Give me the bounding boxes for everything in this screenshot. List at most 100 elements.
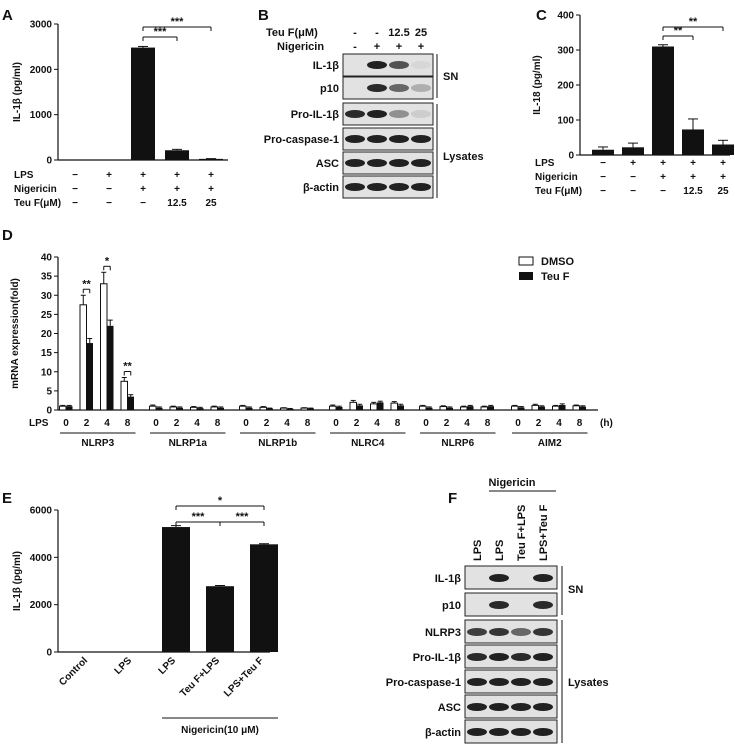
panel-c-condition-mark: + xyxy=(660,158,666,169)
panel-c-bar xyxy=(682,129,704,155)
panel-c-bar xyxy=(712,144,734,155)
panel-c-condition-mark: − xyxy=(630,186,636,197)
panel-a-bar xyxy=(165,150,189,160)
blot-b-row-label: β-actin xyxy=(303,182,339,194)
blot-f-nigericin-header: Nigericin xyxy=(488,477,535,489)
panel-d-bar-teuf xyxy=(107,325,114,410)
blot-f-band xyxy=(489,728,509,736)
panel-d-y-tick-label: 30 xyxy=(41,291,53,302)
blot-b-teu-mark: 12.5 xyxy=(388,27,409,39)
blot-b-nigericin-mark: + xyxy=(418,41,424,53)
panel-a-y-tick-label: 3000 xyxy=(30,20,53,31)
panel-c-condition-label: Nigericin xyxy=(535,172,578,183)
panel-d-group-label: NLRC4 xyxy=(351,438,385,449)
panel-label-e: E xyxy=(2,490,12,507)
panel-d-bar-teuf xyxy=(217,407,224,410)
panel-d-group-label: NLRP1b xyxy=(258,438,297,449)
panel-d-bar-dmso xyxy=(259,406,267,411)
panel-d-group-label: NLRP3 xyxy=(81,438,114,449)
blot-f-band xyxy=(467,653,487,661)
panel-e-y-tick-label: 6000 xyxy=(30,506,53,517)
blot-b-strip xyxy=(342,127,434,151)
panel-c-condition-mark: + xyxy=(660,172,666,183)
blot-f-band xyxy=(467,628,487,636)
blot-f-band xyxy=(511,728,531,736)
panel-d-bar-dmso xyxy=(120,380,128,411)
panel-d-bar-dmso xyxy=(511,405,519,411)
panel-c-bar xyxy=(622,147,644,155)
panel-d-timepoint-label: 8 xyxy=(125,418,131,429)
blot-b-band xyxy=(411,61,431,69)
panel-a-condition-mark: + xyxy=(174,170,180,181)
panel-c-sig-label: ** xyxy=(689,16,698,28)
blot-b-band xyxy=(389,159,409,167)
panel-e-category-label: Control xyxy=(57,655,90,688)
panel-d-timepoint-label: 2 xyxy=(444,418,450,429)
blot-f-lane-label: Teu F+LPS xyxy=(516,505,528,561)
panel-d-y-tick-label: 5 xyxy=(46,386,52,397)
panel-d-bar-dmso xyxy=(300,407,308,411)
panel-d-legend-swatch-dmso xyxy=(518,256,534,266)
blot-f-band xyxy=(489,678,509,686)
panel-d-bar-teuf xyxy=(377,402,384,410)
panel-c-condition-mark: − xyxy=(630,172,636,183)
panel-d-timepoint-label: 8 xyxy=(305,418,311,429)
panel-d-timepoint-label: 2 xyxy=(264,418,270,429)
panel-d-bar-dmso xyxy=(100,283,108,411)
blot-f-row-label: ASC xyxy=(438,702,461,714)
panel-d-x-prefix: LPS xyxy=(29,418,49,429)
blot-b-band xyxy=(367,61,387,69)
panel-c-condition-mark: − xyxy=(660,186,666,197)
panel-e-category-label: Teu F+LPS xyxy=(178,655,222,699)
panel-d-bar-teuf xyxy=(127,396,134,410)
blot-f-band xyxy=(533,574,553,582)
panel-c-condition-mark: − xyxy=(600,172,606,183)
panel-e-bar xyxy=(206,586,234,652)
panel-c-condition-mark: + xyxy=(720,158,726,169)
panel-a-condition-mark: − xyxy=(72,184,78,195)
blot-f-row-label: Pro-IL-1β xyxy=(413,652,462,664)
panel-d-timepoint-label: 4 xyxy=(104,418,110,429)
blot-b-nigericin-mark: + xyxy=(374,41,380,53)
panel-d-bar-dmso xyxy=(572,405,580,411)
blot-f-row-label: p10 xyxy=(442,600,461,612)
panel-d-bar-dmso xyxy=(169,406,177,411)
panel-d-y-tick-label: 20 xyxy=(41,329,53,340)
panel-d-timepoint-label: 4 xyxy=(556,418,562,429)
blot-f-strip xyxy=(464,719,558,744)
panel-d-bar-teuf xyxy=(467,406,474,410)
blot-b-teu-mark: - xyxy=(353,27,357,39)
panel-d-bar-teuf xyxy=(397,405,404,410)
blot-f-band xyxy=(489,574,509,582)
panel-d-sig-label: ** xyxy=(123,360,132,372)
blot-b-strip xyxy=(342,151,434,175)
blot-b-band xyxy=(367,110,387,118)
panel-d-timepoint-label: 0 xyxy=(333,418,339,429)
blot-f-row-label: NLRP3 xyxy=(425,627,461,639)
panel-a-sig-label: *** xyxy=(154,26,168,38)
panel-a-condition-mark: − xyxy=(72,170,78,181)
panel-d-bar-teuf xyxy=(446,407,453,410)
panel-c-y-tick-label: 100 xyxy=(557,116,574,127)
panel-d-bar-teuf xyxy=(336,406,343,410)
blot-b-band xyxy=(345,159,365,167)
panel-c-condition-label: LPS xyxy=(535,158,555,169)
panel-d-bar-dmso xyxy=(329,405,337,411)
panel-c-condition-mark: − xyxy=(600,186,606,197)
panel-d-bar-teuf xyxy=(307,408,314,410)
blot-f-band xyxy=(533,653,553,661)
panel-c-condition-mark: − xyxy=(600,158,606,169)
panel-d-bar-teuf xyxy=(66,406,73,410)
panel-d-timepoint-label: 0 xyxy=(153,418,159,429)
blot-b-teu-mark: 25 xyxy=(415,27,427,39)
panel-d-group-label: NLRP6 xyxy=(441,438,474,449)
panel-d-timepoint-label: 8 xyxy=(215,418,221,429)
blot-f-band xyxy=(489,628,509,636)
blot-b-band xyxy=(367,84,387,92)
panel-label-c: C xyxy=(536,7,547,24)
blot-b-strip xyxy=(342,53,434,77)
panel-d-bar-dmso xyxy=(419,405,427,411)
blot-f-band xyxy=(511,653,531,661)
panel-a-condition-label: Teu F(μM) xyxy=(14,198,61,209)
blot-f-band xyxy=(489,703,509,711)
